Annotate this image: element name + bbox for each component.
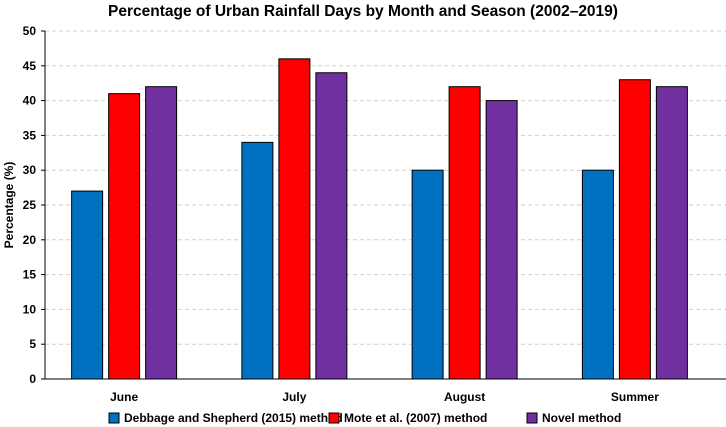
bar-july-series-1 xyxy=(241,141,274,380)
y-axis-label: Percentage (%) xyxy=(2,162,16,249)
legend-swatch-series-2 xyxy=(328,412,340,424)
axes: 0 5 10 15 20 25 30 35 40 45 50 June July August Summer xyxy=(23,24,726,404)
y-tick-label: 25 xyxy=(23,198,37,212)
legend-label-series-2: Mote et al. (2007) method xyxy=(344,411,487,425)
bar-summer-series-3 xyxy=(655,86,688,380)
y-tick-label: 20 xyxy=(23,233,37,247)
legend-swatch-series-1 xyxy=(108,412,120,424)
x-tick-label: August xyxy=(444,390,485,404)
bar-june-series-2 xyxy=(108,93,141,380)
bar-june-series-1 xyxy=(71,190,104,380)
y-tick-label: 35 xyxy=(23,128,37,142)
y-tick-label: 10 xyxy=(23,302,37,316)
legend: Debbage and Shepherd (2015) method Mote e… xyxy=(108,411,621,425)
bar-july-series-2 xyxy=(278,58,311,380)
x-tick-label: Summer xyxy=(611,390,659,404)
bar-june-series-3 xyxy=(145,86,178,380)
legend-label-series-3: Novel method xyxy=(542,411,621,425)
x-tick-label: July xyxy=(282,390,306,404)
y-tick-label: 45 xyxy=(23,59,37,73)
bar-august-series-2 xyxy=(448,86,481,380)
bar-summer-series-1 xyxy=(581,169,614,380)
y-tick-label: 50 xyxy=(23,24,37,38)
legend-label-series-1: Debbage and Shepherd (2015) method xyxy=(124,411,343,425)
y-tick-label: 40 xyxy=(23,94,37,108)
chart-title: Percentage of Urban Rainfall Days by Mon… xyxy=(108,3,618,20)
bar-july-series-3 xyxy=(315,72,348,380)
y-tick-label: 15 xyxy=(23,268,37,282)
y-tick-label: 30 xyxy=(23,163,37,177)
bars xyxy=(71,58,688,380)
y-tick-label: 0 xyxy=(29,372,36,386)
x-tick-label: June xyxy=(110,390,138,404)
bar-august-series-3 xyxy=(485,100,518,380)
y-tick-label: 5 xyxy=(29,337,36,351)
legend-swatch-series-3 xyxy=(526,412,538,424)
bar-august-series-1 xyxy=(411,169,444,380)
bar-summer-series-2 xyxy=(618,79,651,380)
